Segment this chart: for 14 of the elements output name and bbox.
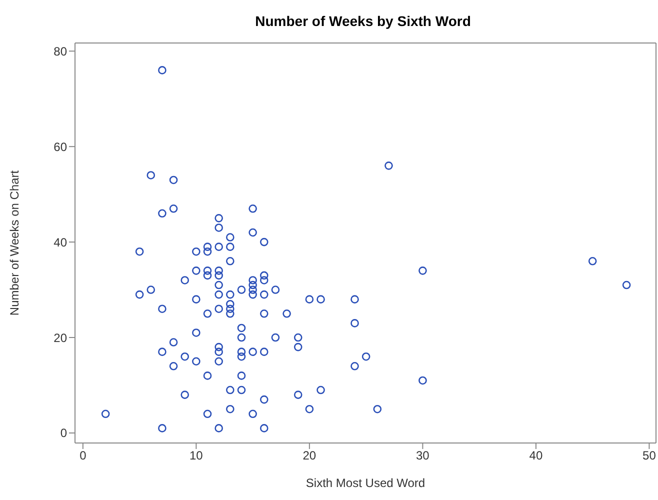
y-tick-label: 60 [54, 140, 68, 154]
x-tick-label: 30 [416, 448, 430, 463]
y-tick-label: 80 [54, 44, 68, 58]
x-tick-label: 0 [80, 448, 87, 463]
x-tick-label: 10 [190, 448, 204, 463]
x-tick-label: 40 [529, 448, 543, 463]
y-tick-label: 0 [60, 426, 68, 440]
y-tick-label: 40 [54, 235, 68, 250]
y-tick-label: 20 [54, 330, 68, 345]
y-axis-title: Number of Weeks on Chart [7, 170, 22, 316]
x-tick-label: 20 [302, 448, 316, 463]
x-tick-label: 50 [642, 448, 656, 463]
x-axis-title: Sixth Most Used Word [306, 476, 426, 490]
chart-title: Number of Weeks by Sixth Word [254, 12, 472, 31]
